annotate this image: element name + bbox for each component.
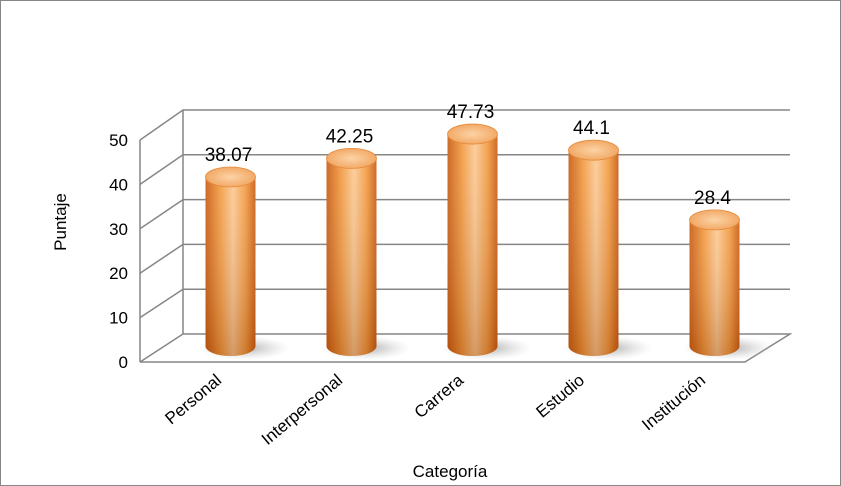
bar-body-shade — [689, 219, 740, 357]
data-label: 47.73 — [447, 102, 495, 123]
y-axis-title: Puntaje — [51, 193, 70, 251]
bar — [562, 139, 653, 360]
bar-body-shade — [447, 134, 498, 357]
data-label: 44.1 — [573, 118, 610, 139]
y-tick-labels: 0 10 20 30 40 50 — [109, 131, 128, 372]
data-label: 28.4 — [694, 188, 731, 209]
bar-top-cap — [568, 139, 619, 161]
category-label: Personal — [161, 371, 225, 429]
bar — [441, 123, 532, 360]
gridline — [139, 109, 790, 141]
category-label: Estudio — [532, 371, 588, 422]
bars — [199, 123, 774, 360]
bar-body-shade — [326, 158, 377, 357]
bar — [683, 209, 774, 360]
x-axis-title: Categoría — [413, 462, 488, 481]
y-tick-label: 10 — [109, 309, 128, 328]
plot-walls — [139, 110, 793, 363]
category-labels: Personal Interpersonal Carrera Estudio Insti… — [161, 370, 709, 449]
y-tick-label: 40 — [109, 175, 128, 194]
y-tick-label: 30 — [109, 220, 128, 239]
y-tick-label: 50 — [109, 131, 128, 150]
bar-top-cap — [689, 209, 740, 231]
bar-top-cap — [326, 148, 377, 169]
bar-top-cap — [447, 123, 498, 145]
data-label: 38.07 — [205, 145, 253, 166]
bar-body-shade — [568, 150, 619, 357]
data-labels: 38.07 42.25 47.73 44.1 28.4 — [205, 102, 732, 209]
category-label: Institución — [638, 371, 709, 435]
bar-top-cap — [205, 166, 256, 188]
bar — [199, 166, 290, 360]
y-tick-label: 0 — [119, 353, 128, 372]
data-label: 42.25 — [326, 126, 374, 147]
category-label: Interpersonal — [258, 371, 346, 449]
category-label: Carrera — [411, 370, 468, 422]
bar — [320, 148, 411, 360]
bar-body-shade — [205, 176, 256, 356]
y-tick-label: 20 — [109, 264, 128, 283]
